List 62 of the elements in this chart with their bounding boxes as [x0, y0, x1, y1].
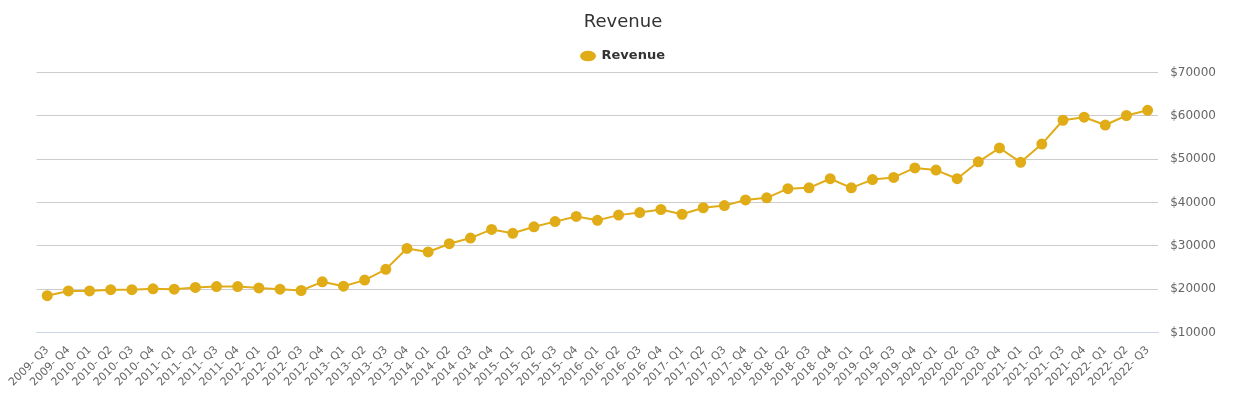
point	[993, 142, 1005, 154]
point	[676, 208, 688, 220]
point	[888, 171, 900, 183]
point	[337, 280, 349, 292]
point	[105, 284, 117, 296]
point	[507, 227, 519, 239]
point	[824, 173, 836, 185]
point	[549, 216, 561, 228]
point	[274, 283, 286, 295]
point	[803, 182, 815, 194]
point	[1142, 104, 1154, 116]
point	[401, 242, 413, 254]
y-tick-label: $40000	[1170, 194, 1216, 209]
point	[1099, 119, 1111, 131]
point	[232, 281, 244, 293]
point	[761, 192, 773, 204]
point	[867, 174, 879, 186]
point	[1015, 156, 1027, 168]
point	[168, 283, 180, 295]
point	[253, 282, 265, 294]
point	[41, 290, 53, 302]
y-tick-label: $10000	[1170, 324, 1216, 339]
y-tick-label: $70000	[1170, 64, 1216, 79]
point	[951, 173, 963, 185]
point	[972, 156, 984, 168]
point	[486, 223, 498, 235]
point	[1036, 138, 1048, 150]
point	[316, 276, 328, 288]
point	[359, 274, 371, 286]
point	[295, 285, 307, 296]
point	[740, 194, 752, 206]
point	[422, 246, 434, 258]
point	[697, 202, 709, 214]
point	[718, 200, 730, 212]
point	[591, 214, 603, 226]
point	[189, 281, 201, 293]
point	[845, 182, 857, 194]
point	[1120, 109, 1132, 121]
point	[443, 238, 455, 250]
point	[211, 281, 223, 293]
legend-label: Revenue	[601, 47, 666, 63]
point	[62, 285, 74, 297]
point	[84, 285, 96, 297]
y-tick-label: $20000	[1170, 281, 1216, 296]
point	[570, 210, 582, 222]
point	[930, 164, 942, 176]
point	[126, 284, 138, 296]
point	[380, 263, 392, 275]
point	[655, 203, 667, 215]
point	[464, 232, 476, 244]
y-tick-label: $30000	[1170, 238, 1216, 253]
y-tick-label: $50000	[1170, 151, 1216, 166]
point	[528, 221, 540, 233]
point	[909, 162, 921, 174]
y-tick-label: $60000	[1170, 108, 1216, 123]
point	[782, 183, 794, 195]
point	[634, 207, 646, 219]
point	[1057, 114, 1069, 126]
point	[147, 283, 159, 295]
chart-title: Revenue	[583, 10, 663, 32]
point	[1078, 111, 1090, 123]
point	[613, 209, 625, 221]
